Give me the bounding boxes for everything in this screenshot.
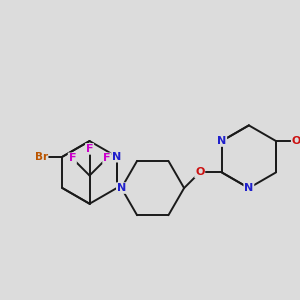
- Text: N: N: [244, 183, 254, 193]
- Text: N: N: [217, 136, 226, 146]
- Text: N: N: [117, 183, 126, 193]
- Text: F: F: [86, 144, 93, 154]
- Text: N: N: [112, 152, 121, 162]
- Text: O: O: [195, 167, 205, 177]
- Text: F: F: [103, 153, 110, 163]
- Text: F: F: [69, 153, 76, 163]
- Text: O: O: [292, 136, 300, 146]
- Text: Br: Br: [34, 152, 48, 162]
